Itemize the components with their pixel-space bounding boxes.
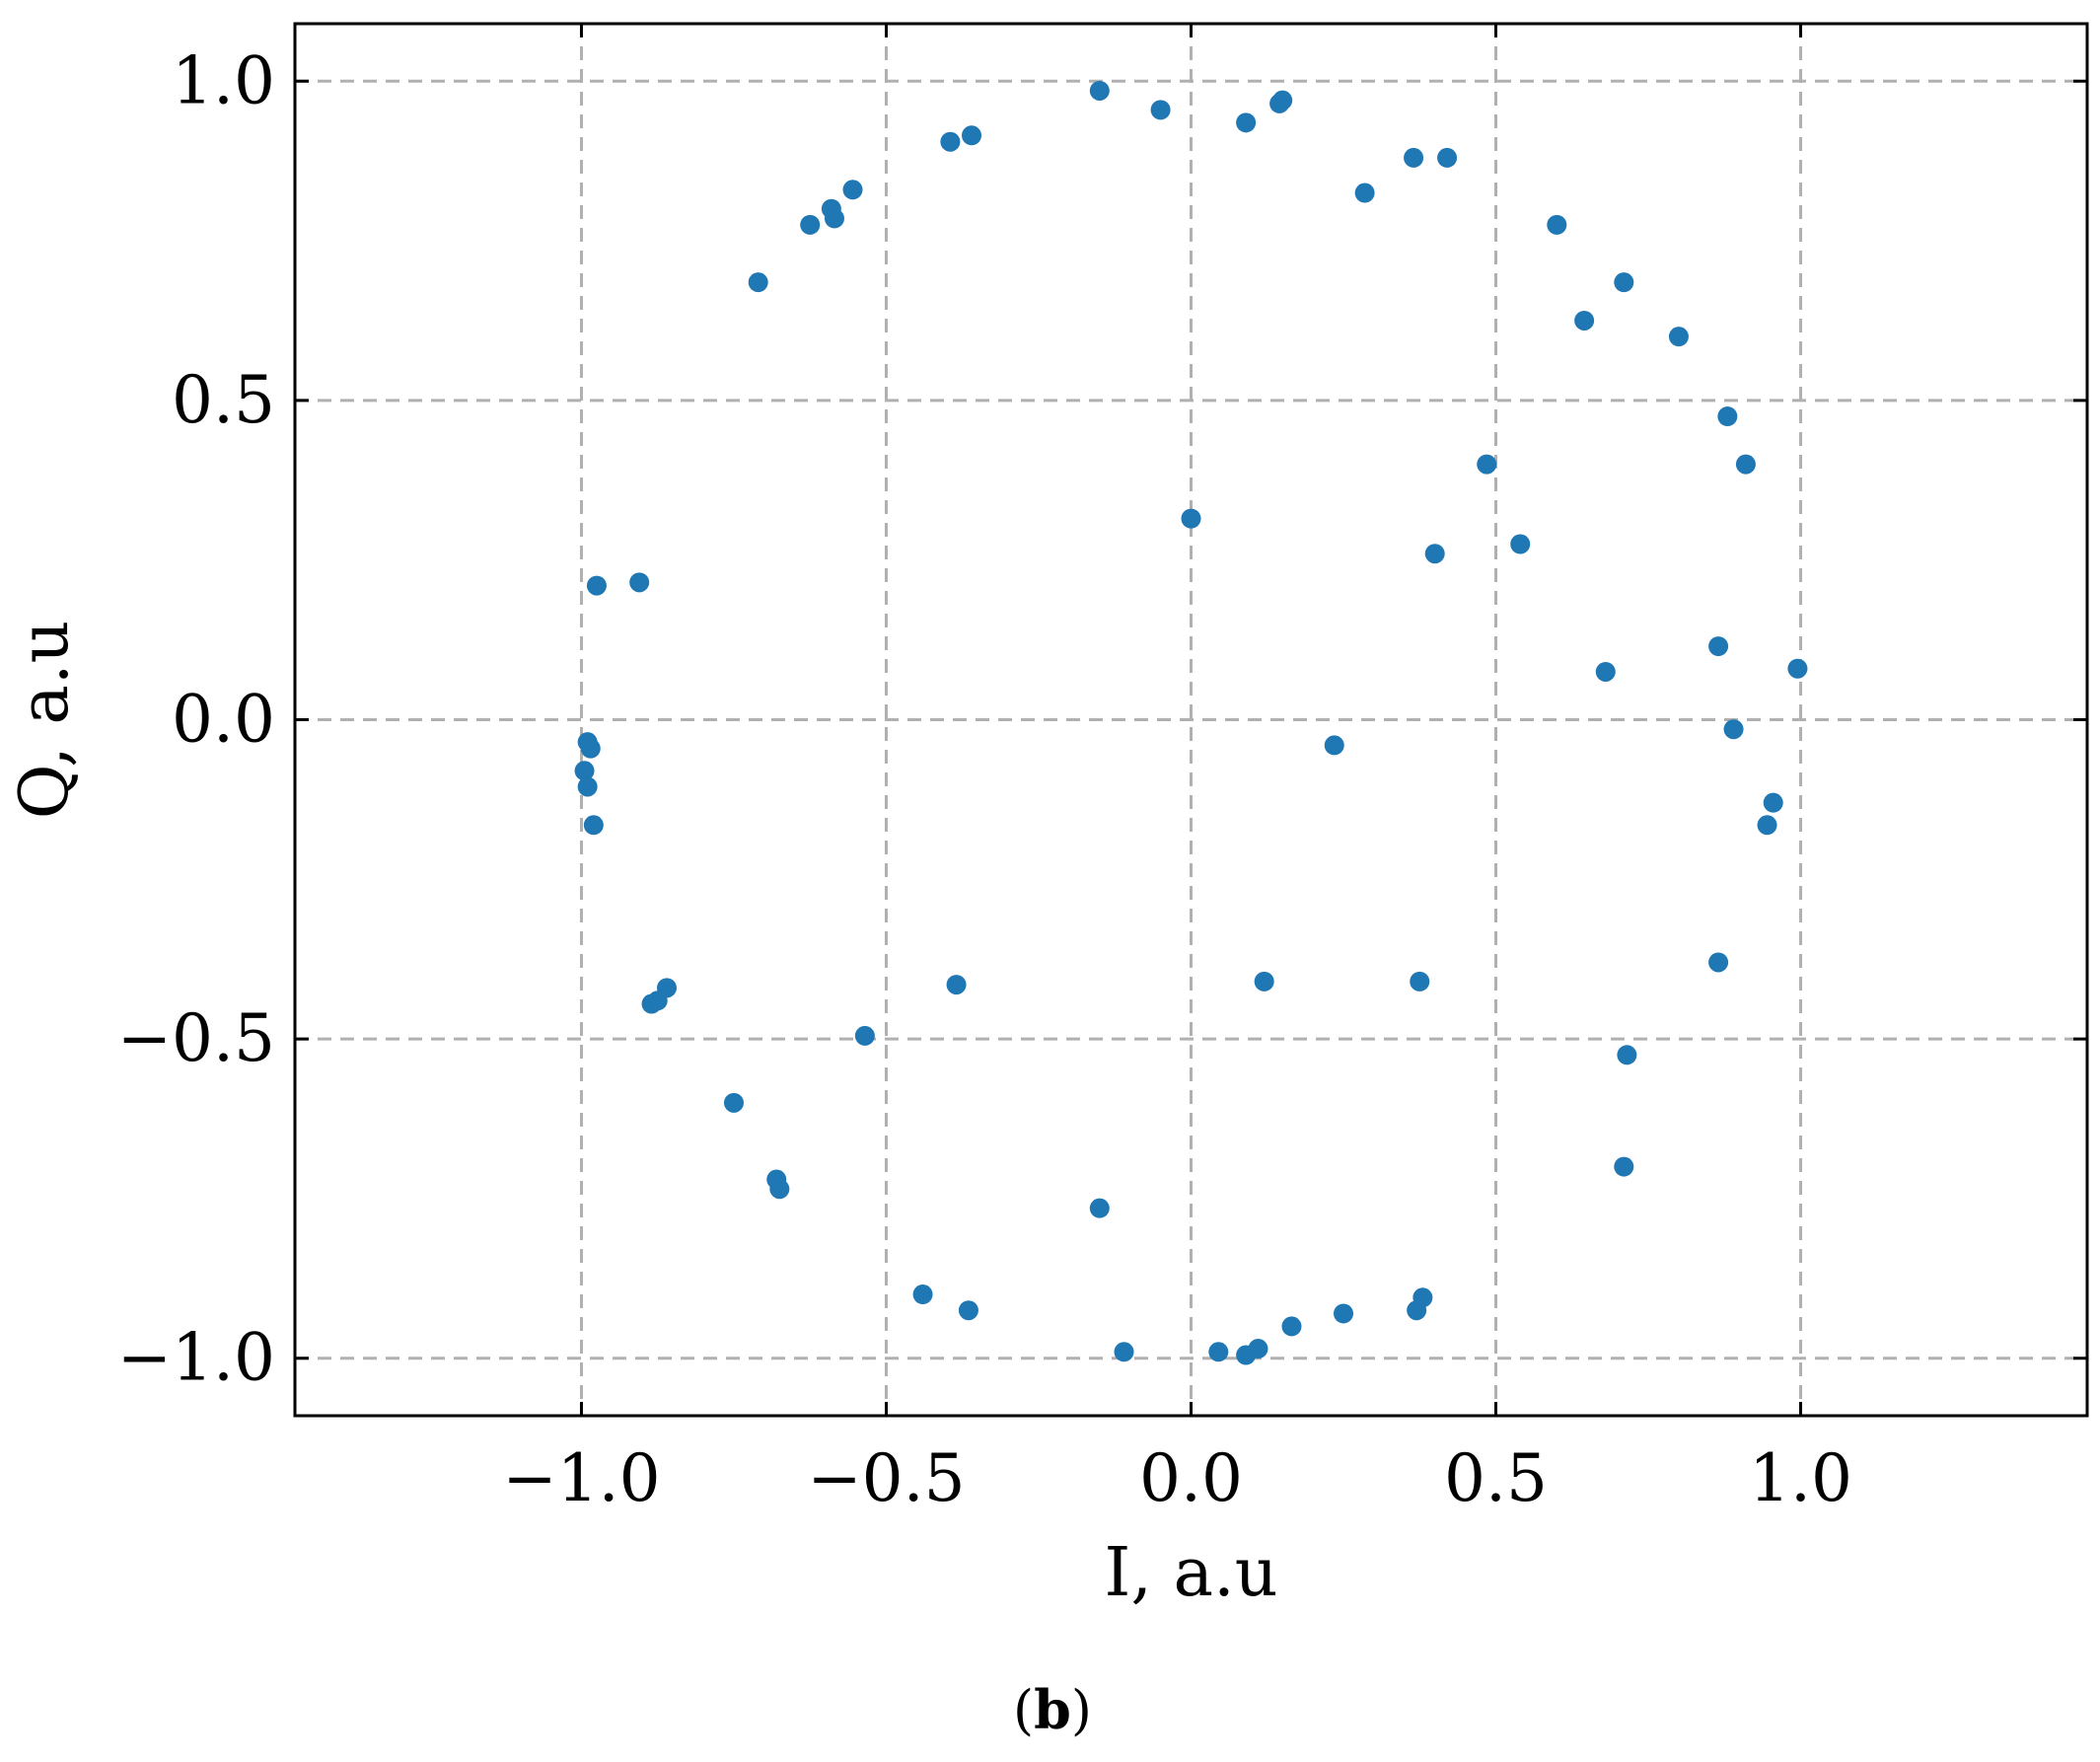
x-tick-label: 1.0	[1749, 1440, 1852, 1516]
y-tick-label: 1.0	[172, 42, 275, 118]
data-point	[1437, 147, 1458, 168]
data-point	[1272, 90, 1293, 110]
data-point	[1208, 1342, 1229, 1362]
plot-frame	[293, 22, 2089, 1418]
data-point	[1708, 952, 1729, 973]
data-point	[1477, 454, 1497, 475]
data-point	[1089, 80, 1110, 101]
data-point	[1404, 147, 1424, 168]
y-tick-label: 0.0	[172, 682, 275, 758]
data-point	[1510, 534, 1531, 554]
x-axis-label: I, a.u	[1104, 1534, 1277, 1612]
data-point	[586, 575, 607, 596]
x-tick-label: −1.0	[502, 1440, 660, 1516]
data-point	[574, 761, 595, 781]
x-tick-labels: −1.0 −0.5 0.0 0.5 1.0	[502, 1440, 1852, 1516]
x-tick-label: 0.0	[1139, 1440, 1243, 1516]
data-point	[1574, 310, 1595, 330]
data-point	[1757, 815, 1777, 836]
data-point	[748, 272, 768, 293]
data-point	[946, 975, 967, 995]
x-tick-label: 0.5	[1444, 1440, 1548, 1516]
data-point	[629, 572, 650, 593]
data-point	[958, 1300, 978, 1321]
x-tick-label: −0.5	[807, 1440, 965, 1516]
data-point	[1614, 272, 1634, 293]
data-point	[1248, 1339, 1268, 1359]
data-point	[1407, 1300, 1427, 1321]
y-tick-label: −0.5	[117, 1000, 275, 1076]
y-tick-labels: −1.0 −0.5 0.0 0.5 1.0	[117, 42, 275, 1395]
data-point	[842, 180, 863, 200]
data-point	[1787, 658, 1808, 679]
data-point	[1614, 1156, 1634, 1177]
y-axis-label: Q, a.u	[6, 621, 84, 820]
data-point	[1763, 792, 1783, 813]
y-tick-label: −1.0	[117, 1320, 275, 1396]
data-point	[1089, 1198, 1110, 1218]
data-point	[912, 1285, 933, 1305]
data-point	[1410, 971, 1430, 991]
data-point	[577, 776, 598, 797]
data-point	[1181, 508, 1201, 529]
figure-caption: (b)	[1013, 1678, 1092, 1741]
data-point	[824, 208, 844, 229]
data-point	[1595, 661, 1616, 682]
data-point	[1424, 544, 1445, 564]
data-point	[1281, 1316, 1302, 1337]
data-point	[723, 1092, 744, 1113]
caption-label: b	[1034, 1678, 1071, 1741]
data-point	[940, 131, 961, 152]
data-point	[854, 1025, 875, 1046]
data-point	[641, 993, 662, 1014]
data-point	[769, 1179, 790, 1200]
data-point	[1723, 719, 1744, 740]
data-point	[583, 815, 604, 836]
data-points	[574, 80, 1808, 1365]
data-point	[1354, 183, 1375, 203]
caption-close-paren: )	[1071, 1679, 1092, 1741]
y-tick-label: 0.5	[172, 362, 275, 438]
data-point	[1617, 1045, 1637, 1065]
data-point	[1547, 214, 1567, 235]
data-point	[962, 125, 982, 146]
axis-ticks	[295, 24, 2087, 1416]
grid-lines	[295, 24, 2087, 1416]
data-point	[1324, 735, 1344, 756]
caption-open-paren: (	[1013, 1679, 1034, 1741]
data-point	[1334, 1303, 1354, 1324]
data-point	[1735, 454, 1756, 475]
data-point	[1717, 406, 1738, 427]
data-point	[1254, 971, 1274, 991]
data-point	[1236, 112, 1257, 133]
data-point	[1668, 327, 1689, 347]
data-point	[1708, 636, 1729, 657]
data-point	[1150, 100, 1171, 120]
data-point	[580, 738, 601, 759]
data-point	[1114, 1342, 1134, 1362]
data-point	[800, 214, 821, 235]
